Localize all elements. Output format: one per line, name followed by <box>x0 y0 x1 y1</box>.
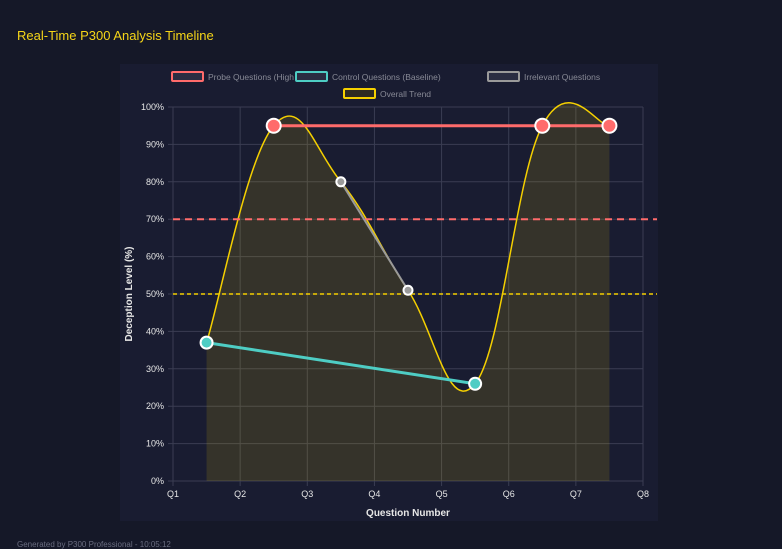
x-tick-label: Q3 <box>301 489 313 499</box>
x-tick-label: Q6 <box>503 489 515 499</box>
x-tick-label: Q5 <box>436 489 448 499</box>
legend-label: Irrelevant Questions <box>524 72 600 82</box>
footer-text: Generated by P300 Professional - 10:05:1… <box>17 540 171 549</box>
x-tick-label: Q1 <box>167 489 179 499</box>
legend-swatch <box>171 71 204 82</box>
legend-label: Probe Questions (High Risk) <box>208 72 316 82</box>
y-tick-label: 30% <box>146 364 164 374</box>
data-point <box>335 176 347 188</box>
x-tick-label: Q2 <box>234 489 246 499</box>
data-point <box>601 117 618 134</box>
y-tick-label: 50% <box>146 289 164 299</box>
legend-label: Overall Trend <box>380 89 431 99</box>
data-point <box>468 376 483 391</box>
legend-swatch <box>295 71 328 82</box>
data-point <box>534 117 551 134</box>
legend-swatch <box>343 88 376 99</box>
x-tick-label: Q4 <box>368 489 380 499</box>
legend-label: Control Questions (Baseline) <box>332 72 441 82</box>
series-line-2 <box>340 181 409 291</box>
page-title: Real-Time P300 Analysis Timeline <box>17 28 214 43</box>
data-point <box>402 284 414 296</box>
legend-swatch <box>487 71 520 82</box>
y-tick-label: 10% <box>146 439 164 449</box>
y-tick-label: 60% <box>146 252 164 262</box>
y-tick-label: 40% <box>146 326 164 336</box>
x-tick-label: Q8 <box>637 489 649 499</box>
x-tick-label: Q7 <box>570 489 582 499</box>
y-tick-label: 100% <box>141 102 164 112</box>
chart-panel <box>120 64 658 521</box>
data-point <box>265 117 282 134</box>
x-axis-label: Question Number <box>366 508 450 519</box>
y-axis-label: Deception Level (%) <box>124 246 135 341</box>
series-line-1 <box>206 341 476 386</box>
y-tick-label: 20% <box>146 401 164 411</box>
y-tick-label: 70% <box>146 214 164 224</box>
y-tick-label: 80% <box>146 177 164 187</box>
y-tick-label: 90% <box>146 139 164 149</box>
y-tick-label: 0% <box>151 476 164 486</box>
data-point <box>199 335 214 350</box>
